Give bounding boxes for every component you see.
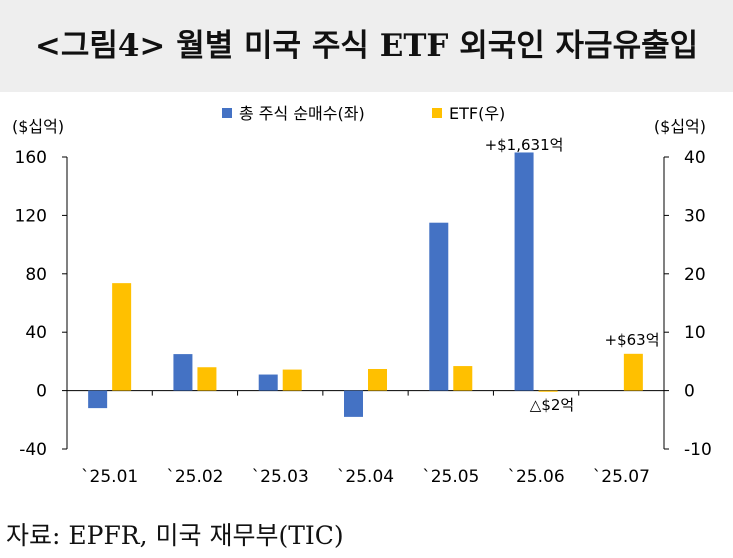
left-tick-label: 80 xyxy=(25,265,47,285)
left-tick-label: 40 xyxy=(25,323,47,343)
category-label: `25.01 xyxy=(81,467,138,487)
left-tick-label: 120 xyxy=(15,206,47,226)
annotation-etf-jun: △$2억 xyxy=(530,396,574,414)
etf-bar xyxy=(453,366,473,391)
left-tick-label: 0 xyxy=(36,382,47,402)
labels: `25.01 `25.02 `25.03 `25.04 `25.05 `25.06 `25.… xyxy=(81,104,659,487)
title-bar xyxy=(0,0,733,92)
legend-label-etf: ETF(우) xyxy=(449,104,505,123)
total-stock-bar xyxy=(344,390,363,417)
chart-title: <그림4> 월별 미국 주식 ETF 외국인 자금유출입 xyxy=(34,28,699,64)
right-tick-label: 40 xyxy=(684,148,706,168)
right-axis-unit: ($십억) xyxy=(654,117,706,136)
category-label: `25.06 xyxy=(507,467,564,487)
etf-bar xyxy=(197,367,217,391)
left-tick-label: -40 xyxy=(19,440,47,460)
total-stock-bar xyxy=(173,354,193,391)
total-stock-bar xyxy=(258,374,278,391)
legend-swatch-etf xyxy=(432,108,442,118)
right-tick-label: 20 xyxy=(684,265,706,285)
category-label: `25.05 xyxy=(422,467,479,487)
annotation-etf-jul: +$63억 xyxy=(605,331,660,349)
right-tick-label: -10 xyxy=(684,440,712,460)
bars xyxy=(88,152,643,417)
total-stock-bar xyxy=(88,390,108,409)
etf-bar xyxy=(282,369,302,391)
right-tick-label: 30 xyxy=(684,206,706,226)
total-stock-bar xyxy=(429,222,449,391)
axes: -40 0 40 80 120 160 -10 0 10 20 30 40 ($십억) ($십억) xyxy=(12,117,712,460)
left-tick-label: 160 xyxy=(15,148,47,168)
etf-bar xyxy=(112,283,132,391)
total-stock-bar xyxy=(514,152,534,391)
annotation-total-jun: +$1,631억 xyxy=(485,136,564,154)
legend-swatch-total xyxy=(222,108,232,118)
legend-label-total: 총 주식 순매수(좌) xyxy=(239,104,365,123)
category-label: `25.04 xyxy=(337,467,394,487)
etf-bar xyxy=(368,368,387,391)
etf-bar xyxy=(538,390,558,392)
etf-bar xyxy=(623,353,643,391)
right-tick-label: 0 xyxy=(684,382,695,402)
category-label: `25.02 xyxy=(166,467,223,487)
right-tick-label: 10 xyxy=(684,323,706,343)
category-label: `25.03 xyxy=(252,467,309,487)
bar-chart: -40 0 40 80 120 160 -10 0 10 20 30 40 ($십억) ($십억) `25… xyxy=(12,104,712,487)
left-axis-unit: ($십억) xyxy=(12,117,64,136)
source-note: 자료: EPFR, 미국 재무부(TIC) xyxy=(6,521,344,550)
category-label: `25.07 xyxy=(593,467,650,487)
